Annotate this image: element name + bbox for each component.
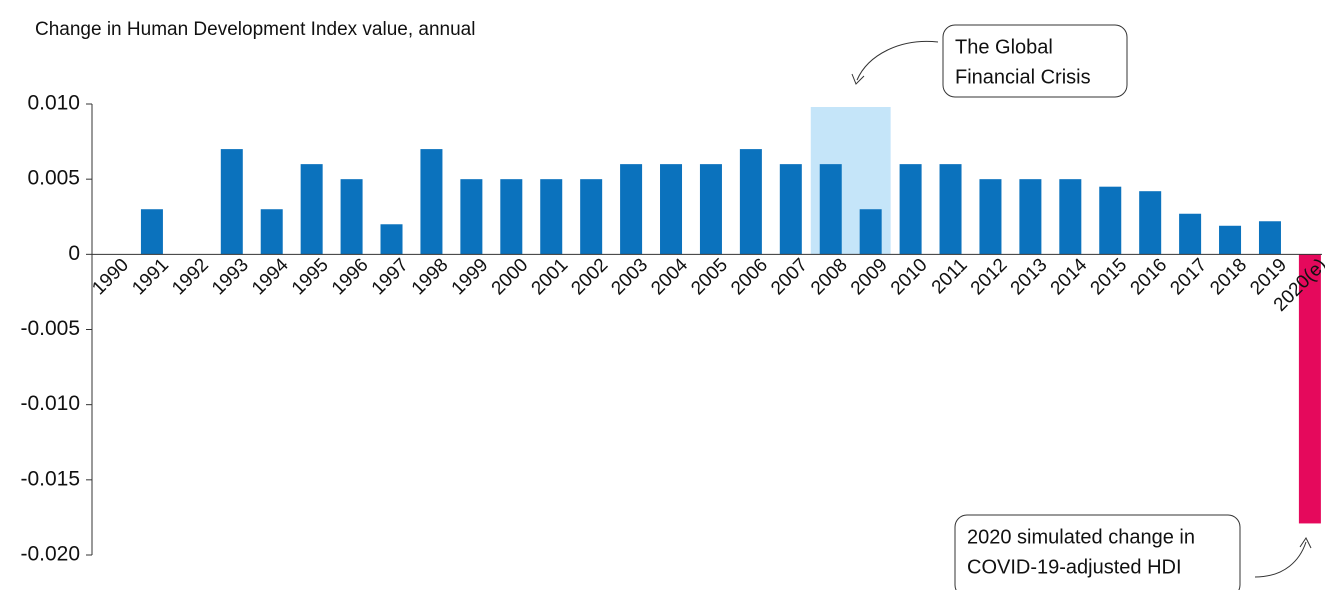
x-tick-label: 2013: [1007, 255, 1052, 300]
bar: [779, 164, 802, 255]
bar: [260, 209, 283, 255]
x-tick-label: 2014: [1047, 254, 1092, 299]
y-tick-label: -0.020: [20, 543, 80, 566]
bar: [500, 179, 523, 255]
x-tick-label: 2012: [967, 255, 1012, 300]
x-tick-label: 2008: [807, 255, 852, 300]
annotation-arrowhead: [1299, 537, 1312, 549]
bar: [380, 224, 403, 255]
x-tick-label: 2005: [687, 255, 732, 300]
x-tick-label: 1997: [368, 255, 413, 300]
x-tick-label: 2000: [488, 255, 533, 300]
bar: [580, 179, 603, 255]
x-tick-label: 1992: [168, 255, 213, 300]
bar: [340, 179, 363, 255]
x-tick-label: 2016: [1127, 255, 1172, 300]
x-tick-label: 1993: [208, 255, 253, 300]
x-tick-label: 1994: [248, 254, 293, 299]
x-tick-label: 1990: [88, 255, 133, 300]
bar: [739, 149, 762, 255]
x-tick-label: 2004: [647, 254, 692, 299]
bar: [979, 179, 1002, 255]
x-tick-label: 1996: [328, 255, 373, 300]
x-tick-label: 2017: [1166, 255, 1211, 300]
bar: [140, 209, 163, 255]
annotation-text: COVID-19-adjusted HDI: [967, 556, 1182, 578]
bar: [899, 164, 922, 255]
x-tick-label: 2007: [767, 255, 812, 300]
bar: [1019, 179, 1042, 255]
bar: [859, 209, 882, 255]
y-tick-label: -0.010: [20, 392, 80, 415]
x-tick-label: 1998: [408, 255, 453, 300]
bar: [220, 149, 243, 255]
x-tick-label: 1999: [448, 255, 493, 300]
annotation-text: Financial Crisis: [955, 66, 1091, 88]
bar: [1099, 186, 1122, 255]
x-tick-label: 2002: [567, 255, 612, 300]
x-tick-label: 2006: [727, 255, 772, 300]
annotation-arrow: [1254, 541, 1307, 578]
x-tick-label: 1995: [288, 255, 333, 300]
bar: [540, 179, 563, 255]
bar: [1219, 225, 1242, 255]
annotation-arrowhead: [851, 73, 865, 85]
bar: [460, 179, 483, 255]
x-tick-label: 2010: [887, 255, 932, 300]
annotation-arrow: [856, 40, 939, 81]
bar: [620, 164, 643, 255]
annotation-box: [954, 514, 1241, 590]
y-tick-label: 0: [68, 242, 80, 265]
x-tick-label: 2003: [607, 255, 652, 300]
bar: [1059, 179, 1082, 255]
annotation-text: 2020 simulated change in: [967, 526, 1195, 548]
bar: [939, 164, 962, 255]
y-tick-label: 0.010: [27, 92, 80, 115]
x-tick-label: 2018: [1206, 255, 1251, 300]
annotation-text: The Global: [955, 36, 1053, 58]
bar: [1298, 254, 1321, 524]
bar: [1139, 191, 1162, 255]
bar: [420, 149, 443, 255]
bar: [300, 164, 323, 255]
bar: [699, 164, 722, 255]
x-tick-label: 2015: [1087, 255, 1132, 300]
x-tick-label: 2009: [847, 255, 892, 300]
x-tick-label: 2001: [528, 255, 573, 300]
y-tick-label: -0.015: [20, 467, 80, 490]
bar: [1258, 221, 1281, 255]
bar: [819, 164, 842, 255]
bar: [1179, 213, 1202, 255]
y-tick-label: -0.005: [20, 317, 80, 340]
y-tick-label: 0.005: [27, 167, 80, 190]
x-tick-label: 2011: [928, 255, 972, 299]
bar: [660, 164, 683, 255]
annotation-box: [942, 24, 1128, 98]
x-tick-label: 1991: [128, 255, 173, 300]
y-axis-label: Change in Human Development Index value,…: [35, 19, 475, 40]
